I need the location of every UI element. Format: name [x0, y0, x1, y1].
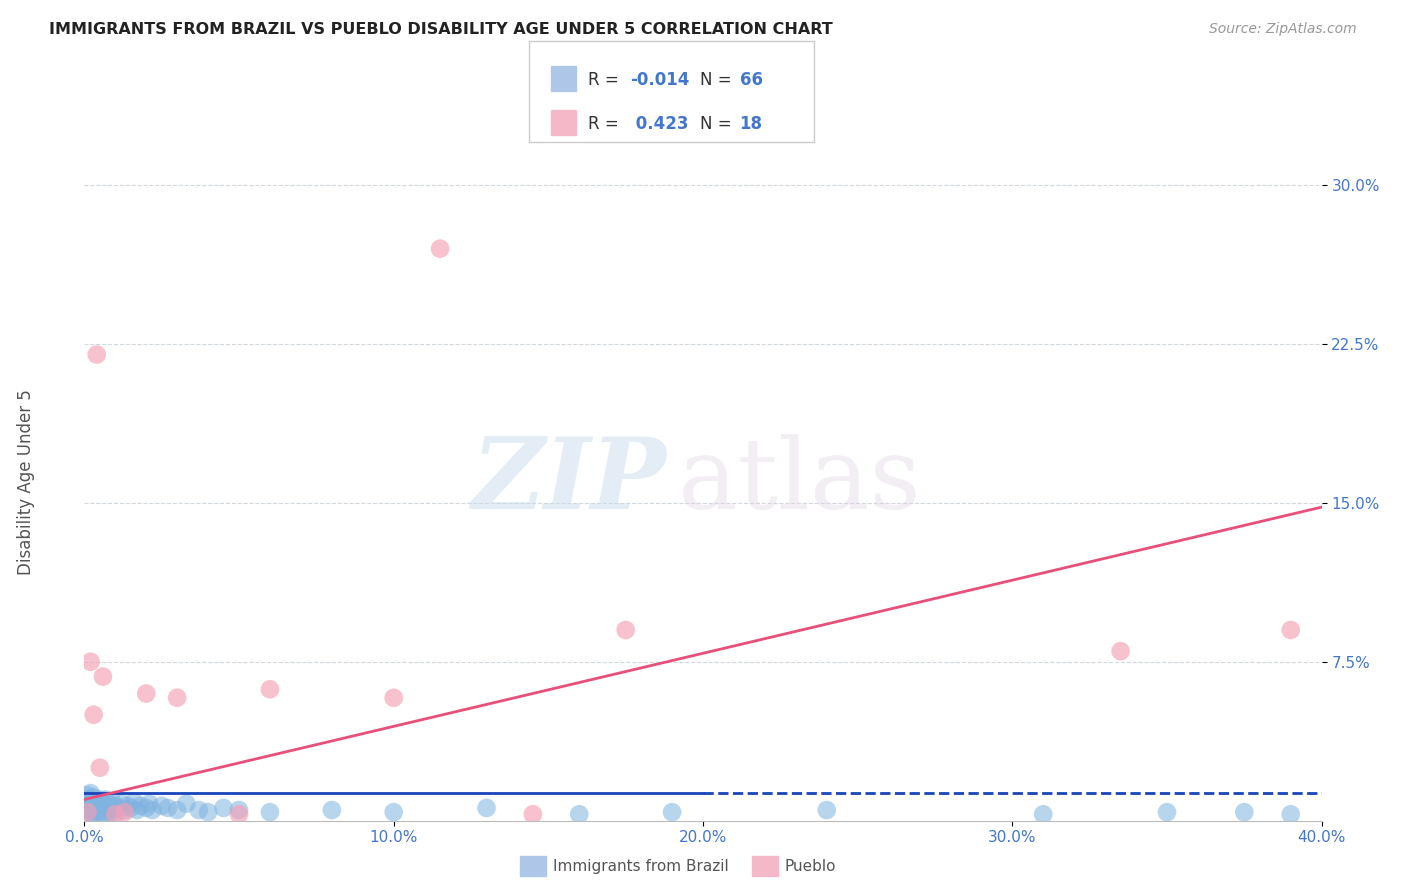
Point [83, 803, 105, 817]
Point [212, 801, 235, 815]
Point [1233, 805, 1256, 819]
Text: Pueblo: Pueblo [785, 859, 837, 873]
Point [228, 803, 250, 817]
Point [91, 807, 114, 822]
Point [104, 805, 127, 819]
Point [197, 805, 219, 819]
Point [114, 805, 136, 819]
Point [522, 807, 544, 822]
Point [79, 803, 101, 817]
Text: 66: 66 [740, 71, 762, 89]
Point [76, 805, 98, 819]
Text: R =: R = [588, 115, 624, 133]
Point [166, 690, 188, 705]
Point [98, 801, 121, 815]
Point [1156, 805, 1178, 819]
Point [429, 242, 451, 256]
Point [382, 690, 405, 705]
Point [110, 797, 132, 811]
Point [79, 797, 101, 811]
Point [76, 805, 98, 819]
Point [122, 795, 145, 809]
Point [228, 807, 250, 822]
Point [91, 795, 114, 809]
Point [83, 795, 105, 809]
Point [94, 805, 117, 819]
Point [135, 801, 157, 815]
Y-axis label: Disability Age Under 5: Disability Age Under 5 [17, 389, 35, 574]
Point [107, 801, 129, 815]
Text: Immigrants from Brazil: Immigrants from Brazil [553, 859, 728, 873]
Point [83, 707, 105, 722]
Point [86, 801, 108, 815]
Point [382, 805, 405, 819]
Point [156, 801, 179, 815]
Point [83, 790, 105, 805]
Point [129, 798, 152, 813]
Point [98, 797, 121, 811]
Point [1279, 623, 1302, 637]
Point [815, 803, 838, 817]
Point [83, 798, 105, 813]
Point [125, 803, 148, 817]
Point [79, 655, 101, 669]
Point [1032, 807, 1054, 822]
Point [76, 792, 98, 806]
Point [89, 792, 111, 806]
Point [176, 797, 198, 811]
Point [259, 805, 281, 819]
Text: atlas: atlas [678, 434, 921, 530]
Point [89, 797, 111, 811]
Point [89, 805, 111, 819]
Point [187, 803, 209, 817]
Point [101, 803, 124, 817]
Text: 18: 18 [740, 115, 762, 133]
Point [98, 805, 121, 819]
Text: IMMIGRANTS FROM BRAZIL VS PUEBLO DISABILITY AGE UNDER 5 CORRELATION CHART: IMMIGRANTS FROM BRAZIL VS PUEBLO DISABIL… [49, 22, 832, 37]
Point [79, 792, 101, 806]
Point [150, 798, 173, 813]
Point [661, 805, 683, 819]
Point [141, 803, 163, 817]
Point [568, 807, 591, 822]
Point [104, 807, 127, 822]
Point [104, 798, 127, 813]
Point [1109, 644, 1132, 658]
Point [79, 805, 101, 819]
Point [94, 792, 117, 806]
Point [76, 798, 98, 813]
Point [117, 798, 139, 813]
Point [91, 801, 114, 815]
Text: -0.014: -0.014 [630, 71, 689, 89]
Point [89, 801, 111, 815]
Text: N =: N = [700, 115, 737, 133]
Point [76, 801, 98, 815]
Point [321, 803, 343, 817]
Point [83, 807, 105, 822]
Point [76, 795, 98, 809]
Point [101, 795, 124, 809]
Text: N =: N = [700, 71, 737, 89]
Text: 0.423: 0.423 [630, 115, 689, 133]
Text: ZIP: ZIP [471, 434, 666, 530]
Point [89, 761, 111, 775]
Point [120, 801, 142, 815]
Point [86, 795, 108, 809]
Point [79, 786, 101, 800]
Point [86, 348, 108, 362]
Point [135, 687, 157, 701]
Point [94, 798, 117, 813]
Text: Source: ZipAtlas.com: Source: ZipAtlas.com [1209, 22, 1357, 37]
Point [138, 797, 160, 811]
Point [166, 803, 188, 817]
Text: R =: R = [588, 71, 624, 89]
Point [475, 801, 498, 815]
Point [614, 623, 637, 637]
Point [86, 805, 108, 819]
Point [114, 803, 136, 817]
Point [259, 682, 281, 697]
Point [1279, 807, 1302, 822]
Point [91, 669, 114, 683]
Point [76, 789, 98, 803]
